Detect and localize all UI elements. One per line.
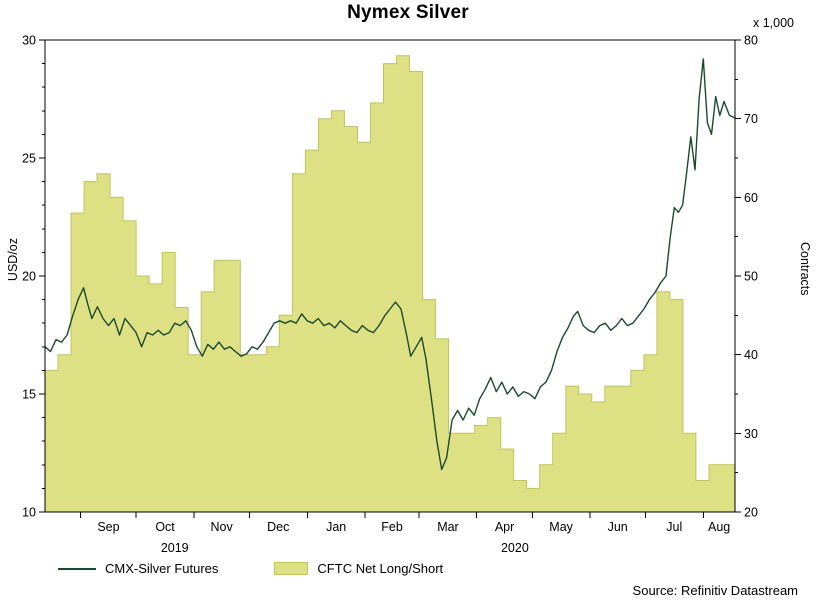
svg-text:Sep: Sep [97, 520, 119, 534]
legend: CMX-Silver Futures CFTC Net Long/Short [58, 561, 443, 576]
svg-text:25: 25 [22, 152, 36, 166]
svg-text:2020: 2020 [501, 541, 529, 555]
svg-text:40: 40 [744, 348, 758, 362]
svg-text:80: 80 [744, 34, 758, 48]
source-text: Source: Refinitiv Datastream [632, 583, 798, 598]
left-axis-title: USD/oz [6, 238, 20, 282]
futures-line-swatch [58, 567, 96, 570]
svg-text:2019: 2019 [161, 541, 189, 555]
svg-text:Jan: Jan [326, 520, 346, 534]
right-axis-title: Contracts [798, 242, 812, 296]
legend-label-futures: CMX-Silver Futures [105, 561, 219, 576]
right-axis-unit: x 1,000 [752, 16, 794, 30]
svg-text:50: 50 [744, 270, 758, 284]
svg-text:60: 60 [744, 191, 758, 205]
svg-text:Dec: Dec [267, 520, 289, 534]
svg-text:Apr: Apr [495, 520, 514, 534]
svg-text:Feb: Feb [381, 520, 403, 534]
chart-title: Nymex Silver [347, 2, 469, 23]
svg-text:Mar: Mar [437, 520, 459, 534]
svg-text:Jun: Jun [608, 520, 628, 534]
svg-text:15: 15 [22, 388, 36, 402]
svg-text:Nov: Nov [211, 520, 234, 534]
svg-text:10: 10 [22, 506, 36, 520]
svg-text:Oct: Oct [155, 520, 175, 534]
svg-text:70: 70 [744, 112, 758, 126]
svg-text:20: 20 [744, 506, 758, 520]
plot-area: 10 15 20 25 30 20 30 40 50 60 70 80 Sep Oct Nov Dec Jan F… [22, 34, 758, 556]
svg-text:Jul: Jul [666, 520, 682, 534]
cftc-area-swatch [274, 562, 309, 575]
svg-text:30: 30 [22, 34, 36, 48]
svg-text:30: 30 [744, 427, 758, 441]
svg-text:20: 20 [22, 270, 36, 284]
svg-text:Aug: Aug [708, 520, 730, 534]
legend-label-cftc: CFTC Net Long/Short [317, 561, 444, 576]
svg-text:May: May [549, 520, 573, 534]
